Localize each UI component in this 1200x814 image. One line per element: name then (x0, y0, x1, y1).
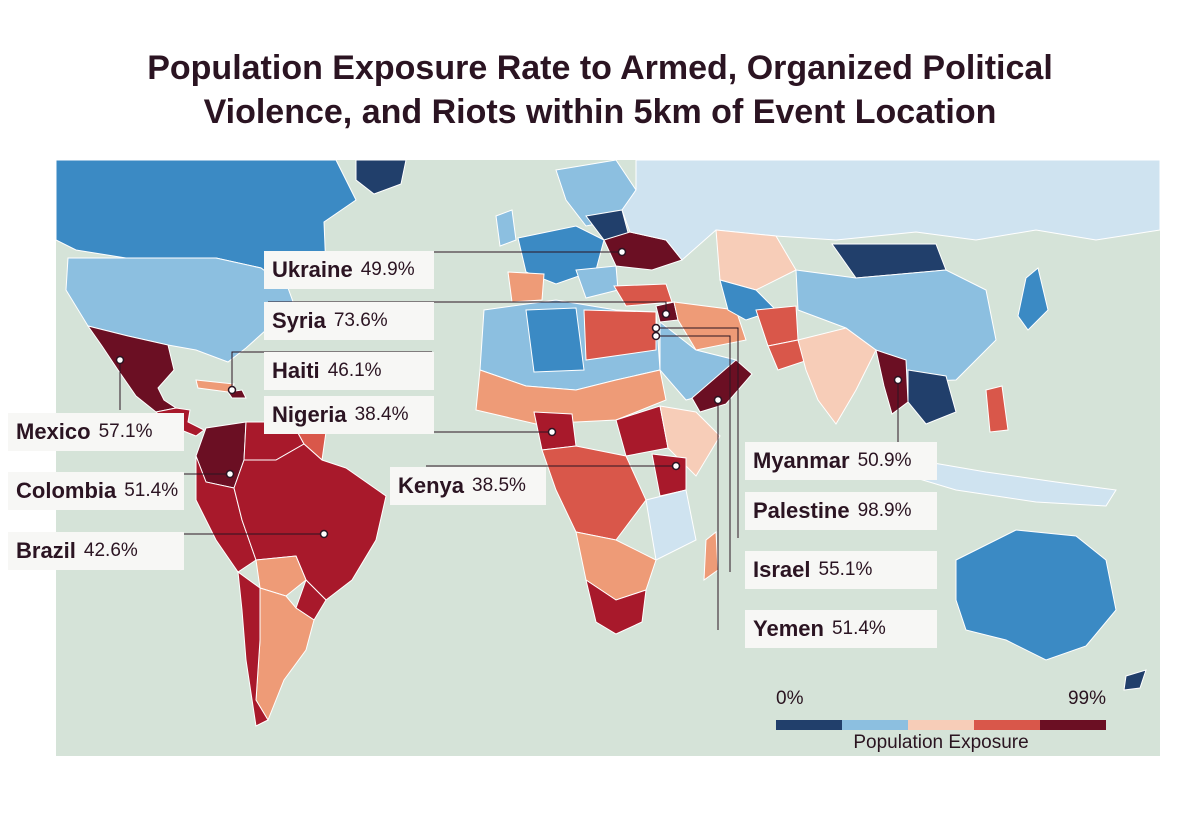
region-horn (659, 405, 721, 477)
legend-max-label: 99% (1067, 688, 1106, 709)
region-myanmar (875, 349, 909, 415)
world-map (56, 160, 1160, 756)
legend-color-bar (776, 720, 1106, 730)
callout-myanmar-value: 50.9% (857, 450, 912, 471)
region-algeria (525, 307, 585, 373)
region-philippines (985, 385, 1009, 433)
callout-israel-name: Israel (753, 557, 811, 582)
region-australia (955, 529, 1117, 661)
callout-brazil: Brazil 42.6% (8, 532, 184, 570)
region-iraq-iran (673, 301, 747, 351)
callout-yemen: Yemen 51.4% (745, 610, 937, 648)
legend-swatch-5 (1040, 720, 1106, 730)
legend-swatch-1 (776, 720, 842, 730)
marker-colombia (225, 469, 235, 479)
callout-kenya: Kenya 38.5% (390, 467, 546, 505)
callout-ukraine-name: Ukraine (272, 257, 353, 282)
marker-brazil (319, 529, 329, 539)
callout-haiti-value: 46.1% (327, 360, 382, 381)
callout-palestine: Palestine 98.9% (745, 492, 937, 530)
marker-yemen (713, 395, 723, 405)
marker-ukraine (617, 247, 627, 257)
title-line-2: Violence, and Riots within 5km of Event … (203, 93, 997, 131)
callout-colombia-value: 51.4% (124, 480, 179, 501)
callout-myanmar-name: Myanmar (753, 448, 850, 473)
region-yemen-oman (691, 359, 753, 413)
callout-nigeria-value: 38.4% (354, 404, 409, 425)
region-brazil (233, 443, 387, 601)
region-sahel (475, 369, 667, 425)
callout-syria-value: 73.6% (333, 310, 388, 331)
region-china (795, 269, 997, 383)
legend-title: Population Exposure (853, 732, 1029, 753)
callout-palestine-value: 98.9% (857, 500, 912, 521)
callout-kenya-value: 38.5% (472, 475, 526, 496)
callout-syria-name: Syria (272, 308, 326, 333)
callout-kenya-name: Kenya (398, 473, 465, 498)
callout-nigeria-name: Nigeria (272, 402, 347, 427)
region-russia (621, 160, 1160, 261)
marker-haiti (227, 385, 237, 395)
region-japan (1017, 267, 1049, 331)
region-central-africa (541, 445, 647, 541)
marker-syria (661, 309, 671, 319)
legend: 0% 99% Population Exposure (776, 688, 1106, 754)
region-uk (495, 209, 517, 247)
callout-syria: Syria 73.6% (264, 302, 434, 340)
callout-haiti: Haiti 46.1% (264, 352, 434, 390)
callout-mexico: Mexico 57.1% (8, 413, 184, 451)
callout-israel-value: 55.1% (818, 559, 873, 580)
region-bolivia (255, 555, 307, 597)
legend-swatch-2 (842, 720, 908, 730)
callout-mexico-name: Mexico (16, 419, 91, 444)
callout-mexico-value: 57.1% (98, 421, 153, 442)
region-kazakhstan (715, 229, 797, 291)
marker-mexico (115, 355, 125, 365)
title-line-1: Population Exposure Rate to Armed, Organ… (147, 49, 1053, 87)
leader-israel (656, 335, 731, 572)
callout-palestine-name: Palestine (753, 498, 850, 523)
legend-swatch-3 (908, 720, 974, 730)
region-chile (237, 570, 269, 727)
region-indonesia (915, 459, 1117, 507)
callout-yemen-name: Yemen (753, 616, 824, 641)
region-mexico (86, 325, 178, 413)
callout-ukraine: Ukraine 49.9% (264, 251, 434, 289)
marker-palestine (651, 323, 661, 333)
markers (115, 247, 903, 539)
region-east-africa (645, 489, 697, 561)
legend-min-label: 0% (776, 688, 804, 709)
callout-israel: Israel 55.1% (745, 551, 937, 589)
marker-nigeria (547, 427, 557, 437)
callout-yemen-value: 51.4% (831, 618, 886, 639)
marker-israel (651, 331, 661, 341)
callout-nigeria: Nigeria 38.4% (264, 396, 434, 434)
callout-brazil-value: 42.6% (83, 540, 138, 561)
callout-colombia: Colombia 51.4% (8, 472, 184, 510)
callout-ukraine-value: 49.9% (360, 259, 415, 280)
chart-title: Population Exposure Rate to Armed, Organ… (0, 46, 1200, 134)
region-new-zealand (1123, 669, 1147, 691)
region-south-africa (585, 578, 647, 635)
region-spain (507, 271, 545, 303)
marker-myanmar (893, 375, 903, 385)
leader-palestine (656, 327, 739, 538)
region-greenland (355, 160, 407, 195)
callout-haiti-name: Haiti (272, 358, 320, 383)
legend-swatch-4 (974, 720, 1040, 730)
world-map-svg (56, 160, 1160, 756)
region-se-asia (907, 369, 957, 425)
region-libya-egypt (583, 309, 657, 361)
callout-brazil-name: Brazil (16, 538, 76, 563)
callout-myanmar: Myanmar 50.9% (745, 442, 937, 480)
marker-kenya (671, 461, 681, 471)
callout-colombia-name: Colombia (16, 478, 117, 503)
